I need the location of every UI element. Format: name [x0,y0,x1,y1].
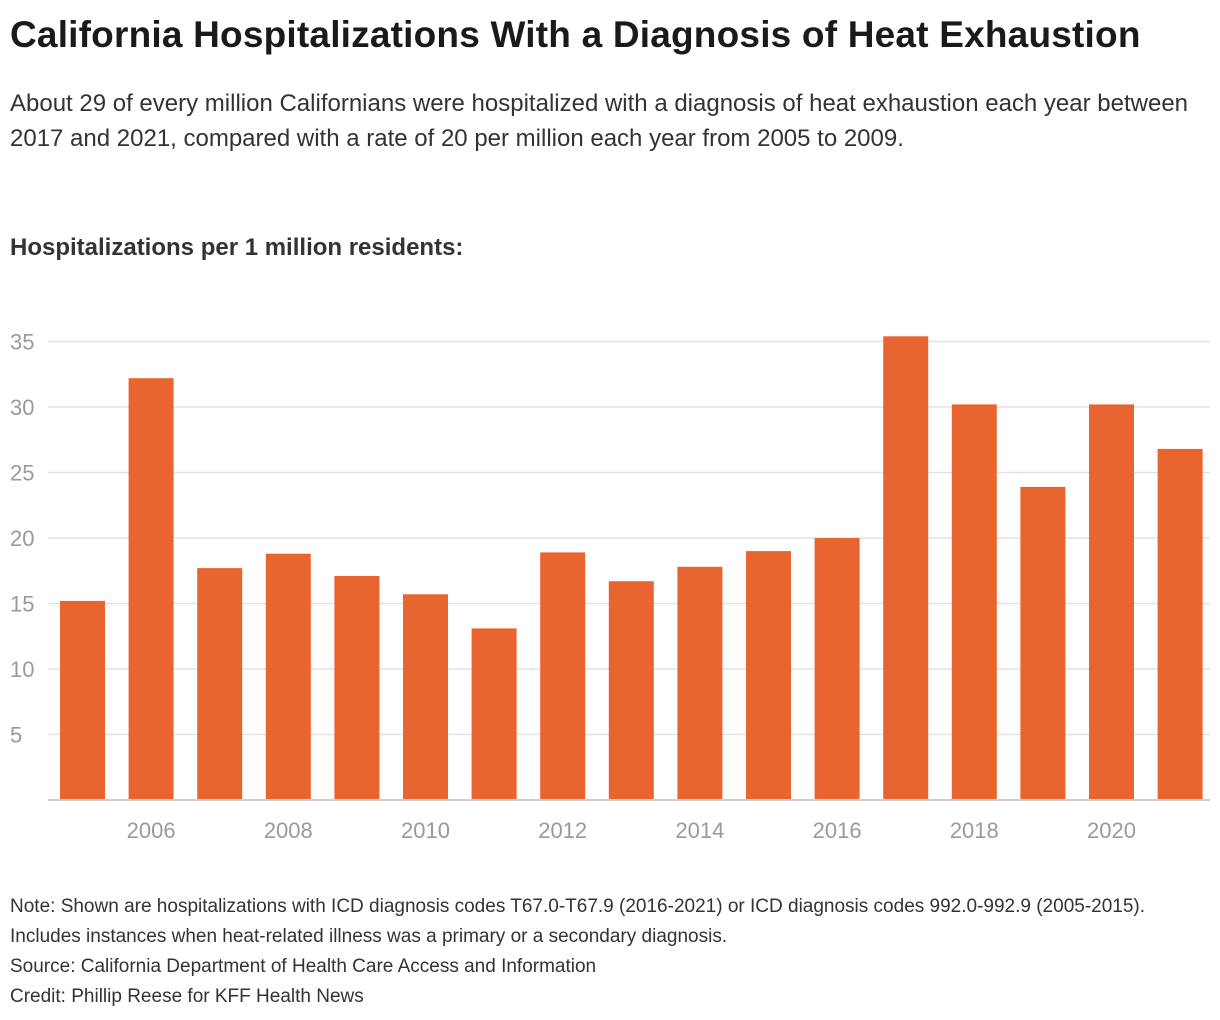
chart-heading: Hospitalizations per 1 million residents… [10,234,464,261]
y-tick-label: 35 [10,330,34,355]
y-tick-label: 30 [10,395,34,420]
bar [677,566,723,800]
chart-footer: Note: Shown are hospitalizations with IC… [10,892,1210,1012]
bar [128,378,174,800]
x-tick-label: 2010 [401,818,450,843]
footer-source: Source: California Department of Health … [10,956,597,977]
bar [334,576,380,800]
chart-subtitle: About 29 of every million Californians w… [10,90,1189,152]
footer-credit: Credit: Phillip Reese for KFF Health New… [10,986,364,1007]
bar [608,581,654,800]
y-tick-label: 15 [10,592,34,617]
bar [1089,404,1134,800]
chart-title: California Hospitalizations With a Diagn… [10,14,1141,55]
y-tick-label: 25 [10,461,34,486]
x-tick-label: 2006 [127,818,176,843]
bar [951,404,997,800]
bar [471,628,517,800]
footer-note: Note: Shown are hospitalizations with IC… [10,896,1146,947]
bar [1020,486,1066,800]
x-tick-label: 2014 [675,818,724,843]
x-tick-label: 2018 [950,818,999,843]
bar [1157,448,1203,800]
x-tick-label: 2016 [813,818,862,843]
x-tick-label: 2012 [538,818,587,843]
y-tick-label: 5 [10,723,22,748]
bar [746,551,791,800]
bar [403,594,448,800]
bar [60,600,105,800]
x-tick-label: 2020 [1087,818,1136,843]
bar [883,336,929,800]
bar [265,553,311,800]
bar [540,552,586,800]
y-tick-label: 20 [10,526,34,551]
y-tick-label: 10 [10,657,34,682]
bar [197,568,243,800]
bar [814,538,860,800]
x-tick-label: 2008 [264,818,313,843]
